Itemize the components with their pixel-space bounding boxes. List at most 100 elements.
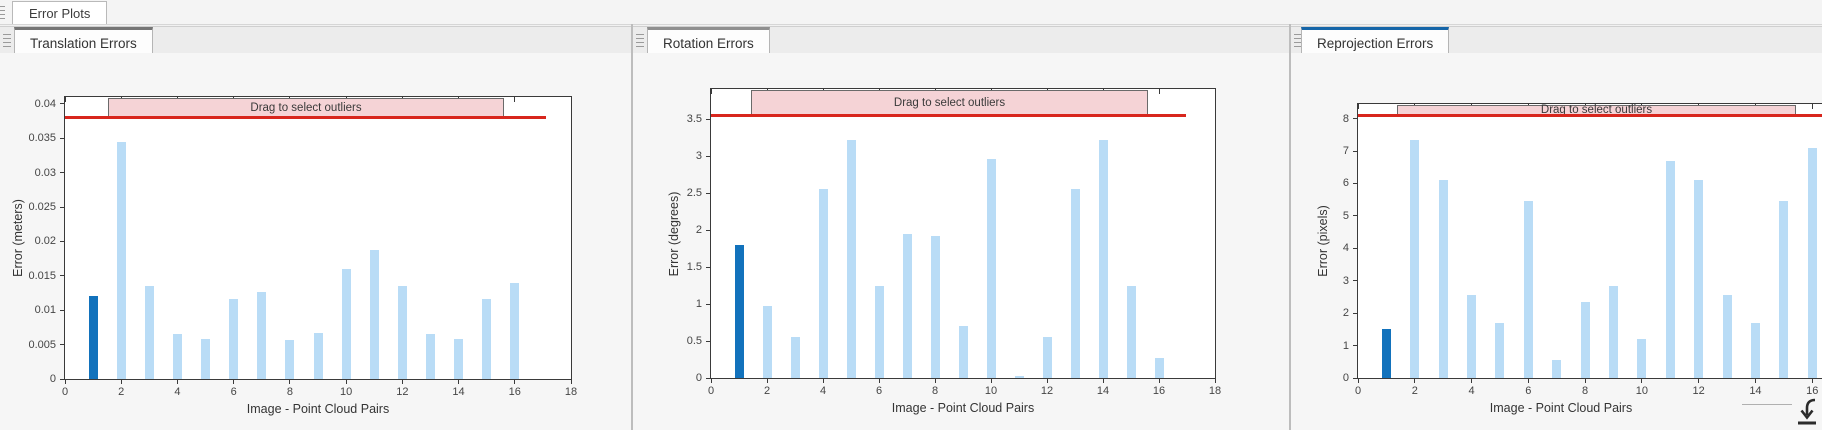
bar[interactable] [172, 333, 182, 379]
y-tick-label: 0.025 [28, 201, 56, 214]
bar[interactable] [341, 268, 351, 379]
x-tick [514, 379, 516, 384]
outlier-band-label: Drag to select outliers [1540, 104, 1653, 117]
y-tick-label: 0.005 [28, 338, 56, 351]
x-tick-top [1357, 104, 1359, 109]
bar[interactable] [201, 339, 211, 379]
bar[interactable] [1495, 322, 1505, 378]
bar[interactable] [1580, 301, 1590, 378]
bar[interactable] [1779, 201, 1789, 378]
y-axis-label: Error (degrees) [667, 191, 681, 276]
x-tick [345, 379, 347, 384]
bar[interactable] [1750, 322, 1760, 378]
y-tick [1353, 150, 1358, 152]
bar[interactable] [1098, 140, 1108, 378]
y-tick [1353, 345, 1358, 347]
bar[interactable] [930, 236, 940, 378]
drag-grip-icon[interactable] [636, 34, 644, 47]
x-tick [1414, 378, 1416, 383]
bar[interactable] [790, 336, 800, 378]
bar[interactable] [1609, 285, 1618, 378]
bar[interactable] [1070, 188, 1080, 378]
panel-divider [631, 24, 633, 430]
x-tick-top [1811, 104, 1813, 109]
bar[interactable] [116, 141, 126, 379]
bar[interactable] [1126, 285, 1136, 378]
bar[interactable] [454, 339, 464, 379]
outlier-drag-band[interactable]: Drag to select outliers [751, 90, 1148, 116]
tab-reprojection-errors-label: Reprojection Errors [1317, 35, 1434, 51]
drag-grip-icon[interactable] [0, 6, 5, 20]
bar[interactable] [88, 296, 98, 379]
bar[interactable] [397, 286, 407, 379]
drag-grip-icon[interactable] [3, 34, 11, 47]
bar[interactable] [958, 326, 968, 378]
bar[interactable] [369, 249, 379, 379]
tab-rotation-errors-label: Rotation Errors [663, 35, 754, 51]
bar[interactable] [1637, 339, 1647, 378]
dock-arrow-icon[interactable] [1794, 397, 1820, 427]
translation-errors-chart: 0 2 4 6 8 10 12 14 16 18 0 0.005 0.01 0.015 0.02 0.025 0… [0, 53, 631, 430]
bar[interactable] [818, 188, 828, 378]
tab-error-plots[interactable]: Error Plots [12, 1, 108, 24]
bar[interactable] [285, 340, 295, 379]
bar[interactable] [144, 286, 154, 379]
x-tick [233, 379, 235, 384]
bar[interactable] [1438, 180, 1448, 378]
x-tick [1102, 378, 1104, 383]
y-tick [60, 344, 65, 346]
tab-translation-errors[interactable]: Translation Errors [14, 27, 153, 56]
threshold-line[interactable] [1358, 113, 1822, 117]
x-tick-top [514, 97, 516, 102]
x-tick-label: 10 [984, 385, 998, 397]
y-tick-label: 3 [1342, 274, 1349, 287]
bar[interactable] [510, 282, 520, 379]
x-tick-label: 4 [174, 386, 181, 398]
tab-reprojection-errors[interactable]: Reprojection Errors [1301, 27, 1450, 56]
bar[interactable] [846, 140, 856, 378]
drag-grip-icon[interactable] [1294, 34, 1302, 47]
threshold-line[interactable] [711, 114, 1186, 118]
x-tick-label: 12 [1692, 385, 1705, 397]
x-tick-label: 16 [508, 386, 521, 398]
y-tick [60, 309, 65, 311]
y-tick-label: 7 [1342, 145, 1349, 158]
x-tick [710, 378, 712, 383]
y-tick [706, 266, 711, 268]
tab-rotation-errors[interactable]: Rotation Errors [647, 27, 770, 56]
outlier-drag-band[interactable]: Drag to select outliers [108, 98, 504, 118]
bar[interactable] [482, 299, 492, 379]
bar[interactable] [762, 305, 772, 378]
bar[interactable] [734, 244, 744, 378]
bar[interactable] [1381, 329, 1391, 378]
bar[interactable] [313, 332, 323, 379]
bar[interactable] [1042, 336, 1052, 378]
bar[interactable] [1665, 160, 1675, 378]
outlier-band-label: Drag to select outliers [250, 101, 362, 114]
x-tick [990, 378, 992, 383]
x-tick-label: 4 [1468, 385, 1475, 397]
reprojection-errors-panel: Reprojection Errors 0 2 4 6 8 10 12 14 16 0 1 2 3 4 5 6… [1291, 26, 1822, 430]
bar[interactable] [257, 291, 267, 379]
bar[interactable] [902, 233, 912, 378]
bar[interactable] [1154, 358, 1164, 378]
x-tick-label: 2 [763, 385, 771, 397]
x-tick-label: 18 [1208, 385, 1222, 397]
bar[interactable] [229, 299, 239, 379]
bar[interactable] [1552, 360, 1562, 378]
bar[interactable] [1694, 180, 1704, 378]
bar[interactable] [425, 333, 435, 379]
threshold-line[interactable] [65, 116, 546, 120]
y-tick-label: 0.5 [686, 335, 702, 348]
bar[interactable] [874, 285, 884, 378]
bar[interactable] [1722, 295, 1732, 378]
bar[interactable] [1523, 201, 1533, 378]
bar[interactable] [1014, 375, 1024, 378]
bar[interactable] [1807, 147, 1817, 378]
y-tick [1353, 215, 1358, 217]
x-tick-label: 6 [230, 386, 237, 398]
bar[interactable] [1467, 295, 1477, 378]
bar[interactable] [986, 159, 996, 378]
x-tick [176, 379, 178, 384]
bar[interactable] [1410, 139, 1420, 378]
